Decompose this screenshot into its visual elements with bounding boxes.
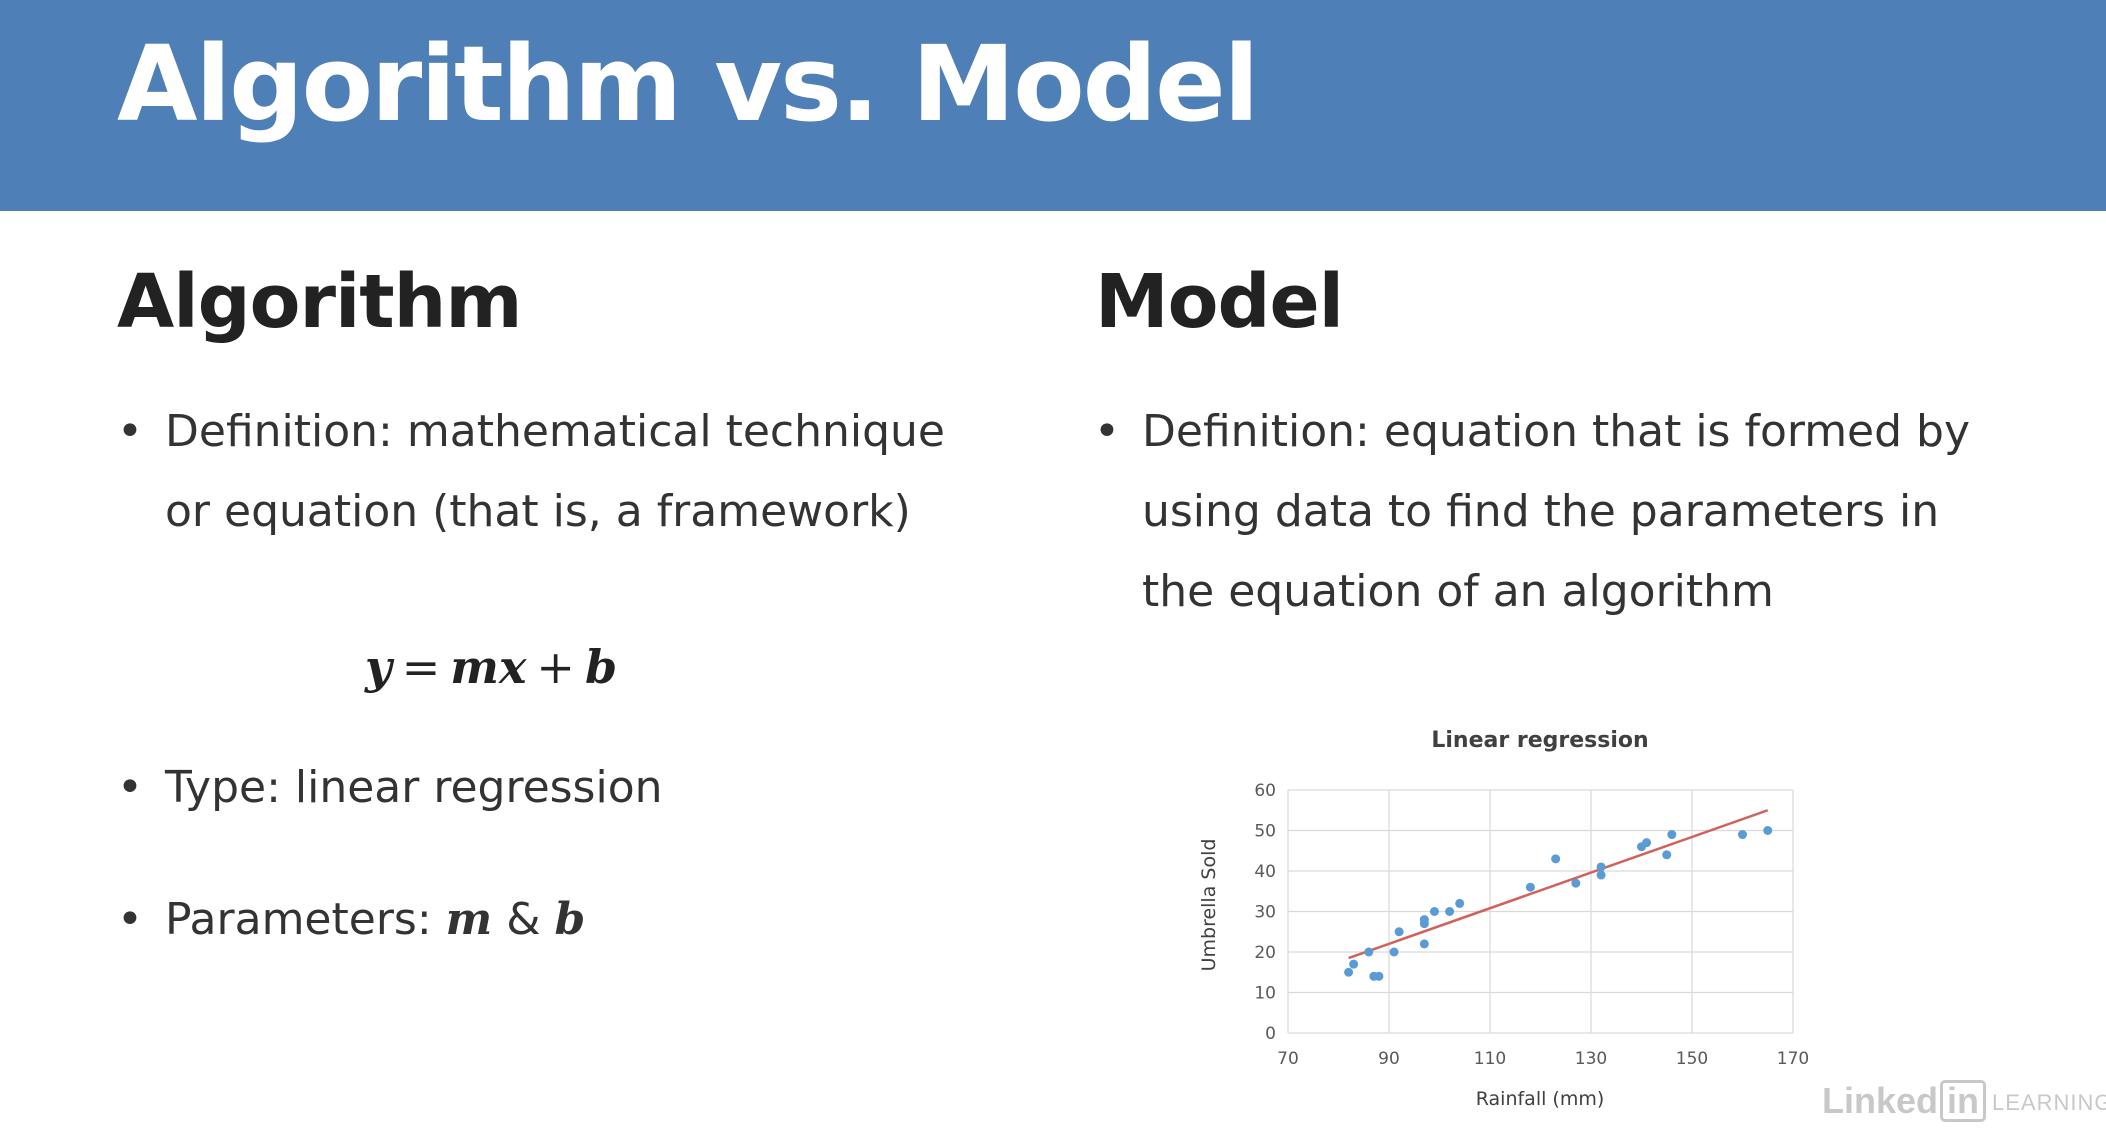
data-point bbox=[1738, 830, 1747, 840]
equation-plus: + bbox=[536, 640, 575, 694]
data-point bbox=[1419, 915, 1429, 925]
data-point bbox=[1344, 967, 1354, 977]
equation-y: y bbox=[365, 640, 392, 694]
linear-regression-chart: Linear regression 0 10 20 30 40 50 60 70 90 110 1… bbox=[1198, 728, 1809, 1110]
x-tick-label: 70 bbox=[1277, 1049, 1299, 1069]
data-point bbox=[1374, 971, 1384, 981]
x-tick-label: 110 bbox=[1474, 1049, 1506, 1069]
logo-linked-text: Linked bbox=[1822, 1080, 1939, 1121]
equation-b: b bbox=[584, 640, 618, 694]
algorithm-heading: Algorithm bbox=[117, 259, 522, 345]
y-tick-label: 30 bbox=[1254, 903, 1276, 923]
data-point bbox=[1551, 854, 1561, 864]
trendline bbox=[1348, 809, 1769, 960]
bullet-dot: • bbox=[117, 762, 143, 813]
data-point bbox=[1525, 882, 1535, 892]
algorithm-parameters-line: Parameters: m & b bbox=[165, 880, 585, 960]
y-tick-label: 10 bbox=[1254, 984, 1276, 1004]
x-tick-label: 170 bbox=[1777, 1049, 1809, 1069]
x-axis-label: Rainfall (mm) bbox=[1476, 1088, 1605, 1110]
data-point bbox=[1596, 870, 1606, 880]
data-point bbox=[1662, 850, 1672, 860]
y-tick-label: 60 bbox=[1254, 781, 1276, 801]
data-point bbox=[1455, 898, 1465, 908]
equation-mx: mx bbox=[450, 640, 527, 694]
data-point bbox=[1445, 907, 1455, 916]
data-point bbox=[1571, 878, 1581, 888]
slide-title: Algorithm vs. Model bbox=[117, 23, 1259, 145]
y-tick-label: 40 bbox=[1254, 862, 1276, 882]
bullet-dot: • bbox=[1094, 406, 1120, 457]
data-point bbox=[1349, 959, 1359, 969]
model-definition-line-2: using data to find the parameters in bbox=[1142, 486, 1940, 537]
model-definition-line-1: Definition: equation that is formed by bbox=[1142, 406, 1971, 457]
bullet-dot: • bbox=[117, 406, 143, 457]
algorithm-definition-line-2: or equation (that is, a framework) bbox=[165, 486, 911, 537]
data-point bbox=[1394, 927, 1404, 937]
logo-in-box: in bbox=[1940, 1080, 1987, 1122]
x-tick-labels: 70 90 110 130 150 170 bbox=[1277, 1049, 1809, 1069]
algorithm-parameters-bullet: • Parameters: m & b bbox=[117, 880, 585, 960]
algorithm-type-bullet: • Type: linear regression bbox=[117, 748, 663, 828]
parameter-m: m bbox=[445, 894, 493, 945]
chart-gridlines bbox=[1287, 789, 1794, 1034]
logo-learning-text: LEARNING bbox=[1992, 1090, 2106, 1116]
equation: y = mx + b bbox=[365, 640, 617, 694]
algorithm-definition-bullet: • Definition: mathematical technique or … bbox=[117, 392, 945, 552]
algorithm-definition-line-1: Definition: mathematical technique bbox=[165, 406, 945, 457]
x-tick-label: 150 bbox=[1676, 1049, 1708, 1069]
data-point bbox=[1419, 939, 1429, 949]
data-point bbox=[1364, 947, 1374, 957]
data-point bbox=[1763, 826, 1773, 835]
y-tick-label: 20 bbox=[1254, 943, 1276, 963]
title-banner: Algorithm vs. Model bbox=[0, 0, 2106, 211]
data-point bbox=[1389, 947, 1399, 957]
data-point bbox=[1667, 830, 1677, 840]
x-tick-label: 90 bbox=[1378, 1049, 1400, 1069]
y-tick-labels: 0 10 20 30 40 50 60 bbox=[1254, 781, 1276, 1044]
model-heading: Model bbox=[1095, 259, 1344, 345]
y-tick-label: 0 bbox=[1265, 1024, 1276, 1044]
y-tick-label: 50 bbox=[1254, 822, 1276, 842]
data-point bbox=[1596, 862, 1606, 872]
parameters-prefix: Parameters: bbox=[165, 894, 446, 945]
data-point bbox=[1429, 907, 1439, 916]
equation-equals: = bbox=[401, 640, 441, 694]
x-tick-label: 130 bbox=[1575, 1049, 1607, 1069]
y-axis-label: Umbrella Sold bbox=[1198, 839, 1220, 972]
bullet-dot: • bbox=[117, 894, 143, 945]
model-definition-line-3: the equation of an algorithm bbox=[1142, 566, 1774, 617]
data-point bbox=[1642, 838, 1652, 848]
algorithm-type-text: Type: linear regression bbox=[165, 762, 663, 813]
parameters-amp: & bbox=[492, 894, 555, 945]
chart-title: Linear regression bbox=[1431, 728, 1648, 753]
parameter-b: b bbox=[554, 894, 586, 945]
model-definition-bullet: • Definition: equation that is formed by… bbox=[1094, 392, 1971, 632]
linkedin-learning-logo: Linked in LEARNING bbox=[1822, 1080, 2106, 1122]
data-points bbox=[1344, 826, 1773, 981]
